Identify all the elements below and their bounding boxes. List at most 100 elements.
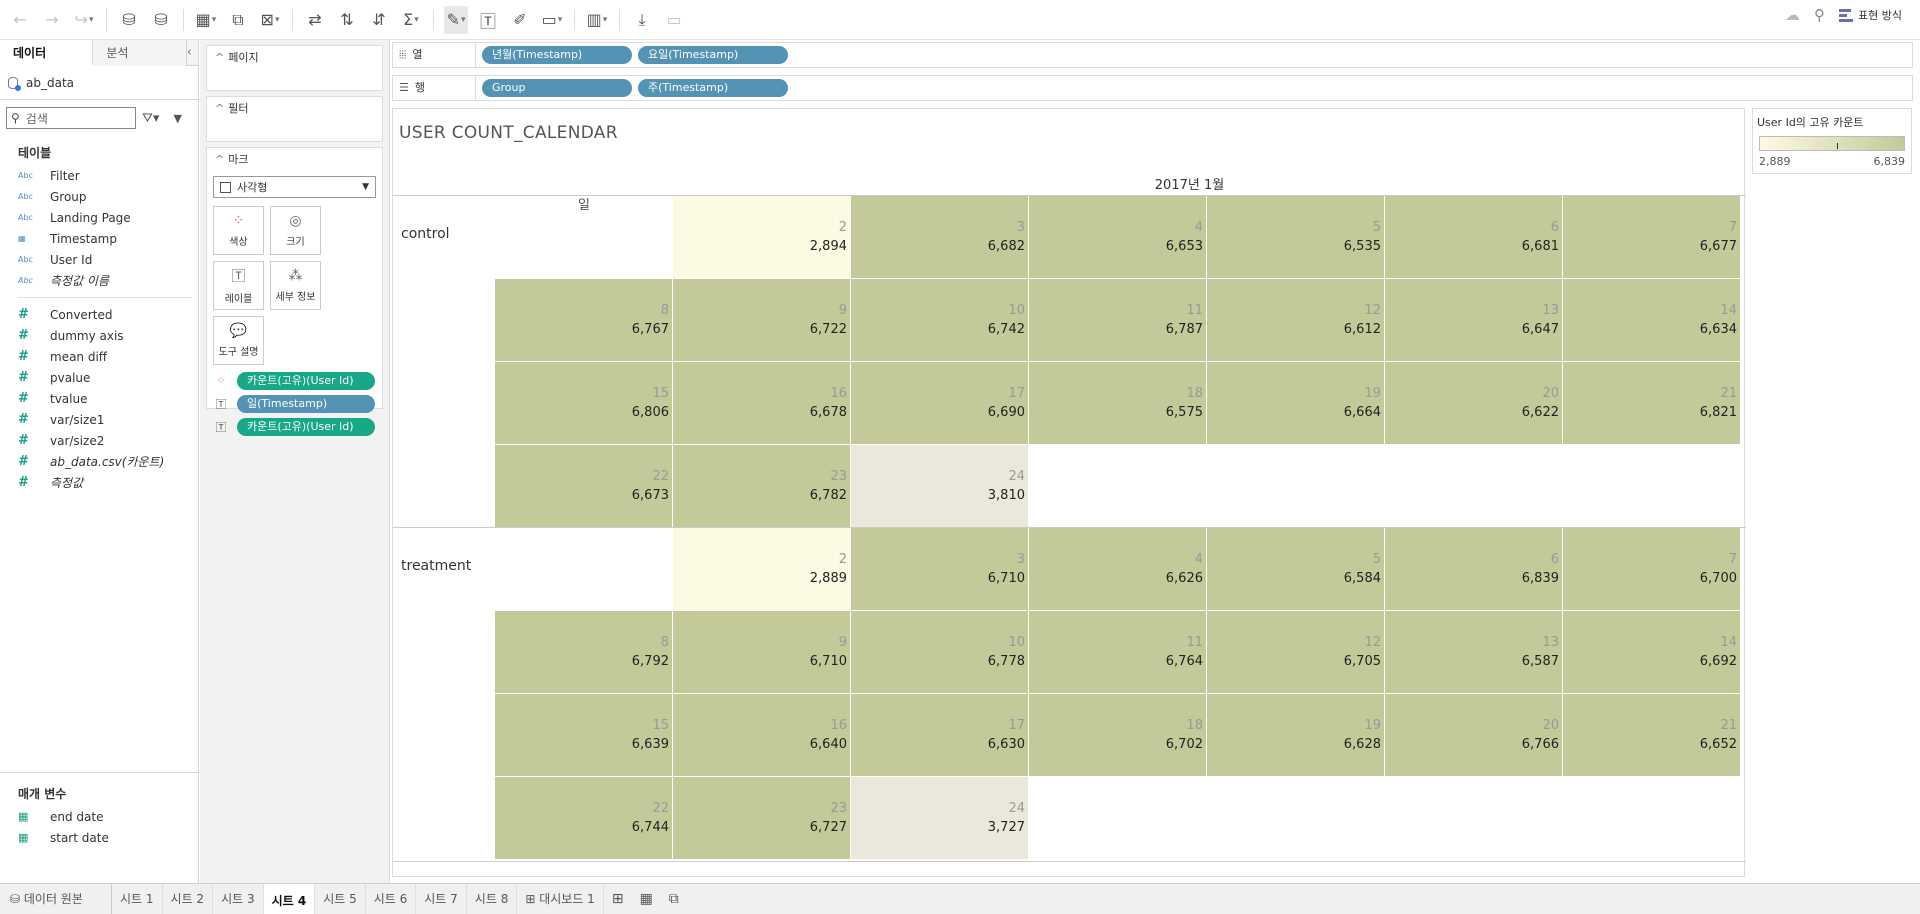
calendar-cell[interactable]: 23 6,782 [673,445,850,527]
download-icon[interactable]: ⤓ [638,9,646,29]
back-icon[interactable]: ← [13,10,27,29]
calendar-cell[interactable]: 16 6,678 [673,362,850,444]
sort-desc-icon[interactable]: ⇵ [372,10,386,29]
parameter-item[interactable]: ▦ start date [0,827,198,848]
collapse-icon[interactable]: ^ [215,51,225,64]
new-dashboard-icon[interactable]: ▦ [639,891,653,907]
field-item[interactable]: # var/size1 [0,409,198,430]
pause-update-icon[interactable]: ⛁ [154,10,168,29]
field-item[interactable]: Abc Group [0,186,198,207]
calendar-cell[interactable]: 9 6,722 [673,279,850,361]
cloud-icon[interactable]: ☁ [1785,6,1801,24]
sort-asc-icon[interactable]: ⇅ [340,10,354,29]
calendar-cell[interactable]: 22 6,744 [495,777,672,859]
search-input[interactable]: ⚲ 검색 [6,107,136,129]
filters-card[interactable]: ^ 필터 [206,96,383,142]
calendar-cell[interactable]: 21 6,821 [1563,362,1740,444]
show-cards-icon[interactable]: ▥ ▾ [586,10,608,29]
calendar-cell[interactable]: 2 2,894 [673,196,850,278]
calendar-cell[interactable]: 17 6,690 [851,362,1028,444]
calendar-cell[interactable]: 4 6,626 [1029,528,1206,610]
fit-icon[interactable]: ▭ ▾ [541,10,563,29]
field-item[interactable]: # Converted [0,304,198,325]
columns-pill[interactable]: 년월(Timestamp) [482,46,632,64]
sheet-tab[interactable]: 시트 5 [315,883,366,914]
calendar-cell[interactable]: 3 6,710 [851,528,1028,610]
calendar-cell[interactable]: 22 6,673 [495,445,672,527]
tab-analysis[interactable]: 분석 [93,40,187,66]
calendar-cell[interactable]: 8 6,767 [495,279,672,361]
field-item[interactable]: # tvalue [0,388,198,409]
columns-pill[interactable]: 요일(Timestamp) [638,46,788,64]
sheet-tab[interactable]: 시트 4 [263,883,316,914]
mark-pill[interactable]: 카운트(고유)(User Id) [237,417,375,436]
calendar-cell[interactable]: 4 6,653 [1029,196,1206,278]
calendar-cell[interactable]: 21 6,652 [1563,694,1740,776]
calendar-cell[interactable]: 24 3,810 [851,445,1028,527]
tab-data[interactable]: 데이터 [0,40,94,66]
calendar-cell[interactable]: 11 6,764 [1029,611,1206,693]
presentation-icon[interactable]: ▭ [666,10,682,29]
pin-icon[interactable]: ⚲ [1814,6,1826,24]
forward-icon[interactable]: → [45,10,59,29]
color-legend[interactable]: User Id의 고유 카운트 2,889 6,839 [1752,108,1912,174]
label-button[interactable]: 🅃 레이블 [213,261,264,310]
calendar-cell[interactable]: 10 6,742 [851,279,1028,361]
calendar-cell[interactable]: 5 6,535 [1207,196,1384,278]
show-labels-icon[interactable]: 🅃 [479,11,496,31]
rows-pill[interactable]: Group [482,79,632,97]
field-item[interactable]: # ab_data.csv(카운트) [0,451,198,472]
sheet-tab[interactable]: 시트 2 [163,883,214,914]
calendar-cell[interactable]: 19 6,628 [1207,694,1384,776]
new-worksheet-icon[interactable]: ▦ ▾ [195,10,217,29]
detail-button[interactable]: ⁂ 세부 정보 [270,261,321,310]
calendar-cell[interactable]: 6 6,839 [1385,528,1562,610]
datasource-item[interactable]: ab_data [0,66,198,100]
mark-type-select[interactable]: 사각형 ▼ [213,176,376,198]
calendar-cell[interactable]: 8 6,792 [495,611,672,693]
sheet-tab[interactable]: 시트 6 [366,883,417,914]
field-item[interactable]: Abc User Id [0,249,198,270]
clear-sheet-icon[interactable]: ⊠ ▾ [260,10,280,29]
collapse-icon[interactable]: ^ [215,102,225,115]
calendar-cell[interactable]: 12 6,612 [1207,279,1384,361]
calendar-cell[interactable]: 13 6,587 [1385,611,1562,693]
color-button[interactable]: ⁘ 색상 [213,206,264,255]
sheet-tab[interactable]: 시트 1 [112,883,163,914]
calendar-cell[interactable]: 11 6,787 [1029,279,1206,361]
collapse-icon[interactable]: ^ [215,153,225,166]
calendar-cell[interactable]: 20 6,622 [1385,362,1562,444]
field-item[interactable]: ▦ Timestamp [0,228,198,249]
field-item[interactable]: # dummy axis [0,325,198,346]
redo-icon[interactable]: ↪ ▾ [74,10,94,29]
field-item[interactable]: # mean diff [0,346,198,367]
fix-axes-icon[interactable]: ✐ [513,10,527,29]
calendar-cell[interactable]: 9 6,710 [673,611,850,693]
calendar-cell[interactable]: 15 6,639 [495,694,672,776]
calendar-cell[interactable]: 14 6,634 [1563,279,1740,361]
parameter-item[interactable]: ▦ end date [0,806,198,827]
mark-pill[interactable]: 카운트(고유)(User Id) [237,371,375,390]
calendar-cell[interactable]: 3 6,682 [851,196,1028,278]
tooltip-button[interactable]: 💬 도구 설명 [213,316,264,365]
calendar-cell[interactable]: 6 6,681 [1385,196,1562,278]
sheet-tab[interactable]: 시트 7 [416,883,467,914]
mark-pill[interactable]: 일(Timestamp) [237,394,375,413]
calendar-cell[interactable]: 19 6,664 [1207,362,1384,444]
sheet-tab[interactable]: 시트 3 [213,883,264,914]
field-item[interactable]: # 측정값 [0,472,198,493]
calendar-cell[interactable]: 15 6,806 [495,362,672,444]
calendar-cell[interactable]: 14 6,692 [1563,611,1740,693]
dashboard-tab[interactable]: ⊞ 대시보드 1 [517,883,604,914]
sheet-tab[interactable]: 시트 8 [467,883,518,914]
size-button[interactable]: ◎ 크기 [270,206,321,255]
rows-shelf[interactable]: ☰ 행 Group 주(Timestamp) [392,75,1913,101]
calendar-cell[interactable]: 20 6,766 [1385,694,1562,776]
duplicate-sheet-icon[interactable]: ⧉ [232,9,244,29]
filter-icon[interactable]: ⛛▾ [142,110,160,126]
new-story-icon[interactable]: ⧉ [668,891,679,907]
calendar-cell[interactable]: 10 6,778 [851,611,1028,693]
collapse-icon[interactable]: ‹ [186,40,198,65]
calendar-cell[interactable]: 17 6,630 [851,694,1028,776]
field-item[interactable]: Abc 측정값 이름 [0,270,198,291]
